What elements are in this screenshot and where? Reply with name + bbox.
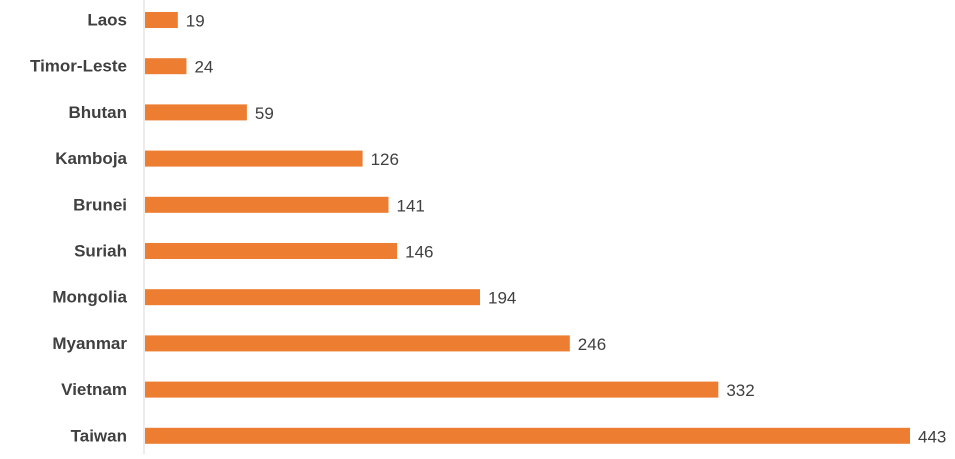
value-label: 246: [578, 335, 606, 354]
value-label: 24: [194, 58, 213, 77]
bar-timor-leste: [145, 58, 186, 74]
bar-vietnam: [145, 382, 718, 398]
bar-taiwan: [145, 428, 910, 444]
value-label: 59: [255, 104, 274, 123]
bar-laos: [145, 12, 178, 28]
bar-mongolia: [145, 289, 480, 305]
category-label: Vietnam: [61, 380, 127, 399]
category-label: Bhutan: [68, 103, 127, 122]
value-label: 332: [726, 381, 754, 400]
category-labels: Laos Timor-Leste Bhutan Kamboja Brunei Suriah…: [30, 11, 128, 446]
category-label: Kamboja: [55, 149, 127, 168]
value-label: 126: [371, 150, 399, 169]
category-label: Brunei: [73, 195, 127, 214]
value-label: 19: [186, 12, 205, 31]
category-label: Timor-Leste: [30, 57, 127, 76]
value-label: 443: [918, 427, 946, 446]
category-label: Taiwan: [71, 426, 127, 445]
category-label: Myanmar: [52, 334, 127, 353]
bar-brunei: [145, 197, 388, 213]
bar-suriah: [145, 243, 397, 259]
bars-group: [145, 12, 910, 444]
value-label: 141: [396, 196, 424, 215]
bar-bhutan: [145, 104, 247, 120]
value-label: 146: [405, 243, 433, 262]
bar-kamboja: [145, 151, 363, 167]
bar-myanmar: [145, 335, 570, 351]
category-label: Suriah: [74, 242, 127, 261]
category-label: Laos: [87, 11, 127, 30]
category-label: Mongolia: [52, 288, 127, 307]
value-label: 194: [488, 289, 516, 308]
value-labels: 19 24 59 126 141 146 194 246 332 443: [186, 12, 947, 447]
